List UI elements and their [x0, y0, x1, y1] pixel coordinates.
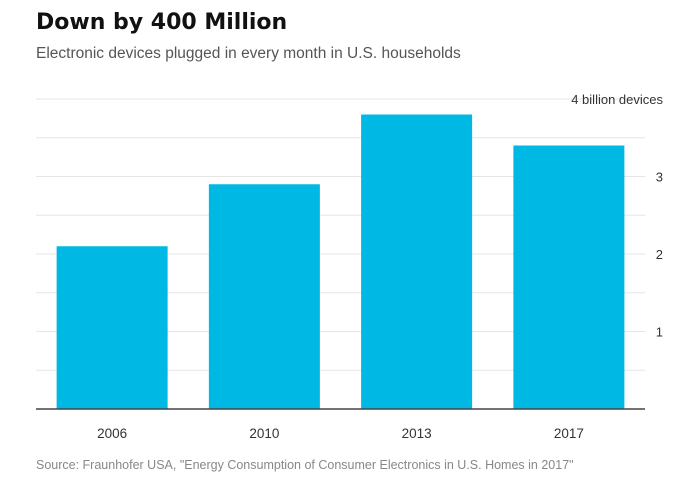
x-tick-label: 2010 — [249, 426, 279, 441]
source-note: Source: Fraunhofer USA, "Energy Consumpt… — [36, 458, 574, 472]
x-tick-label: 2006 — [97, 426, 127, 441]
x-tick-label: 2013 — [402, 426, 432, 441]
bar-2013 — [361, 114, 473, 409]
bar-2017 — [513, 145, 625, 409]
y-tick-label: 4 billion devices — [571, 92, 663, 107]
x-tick-label: 2017 — [554, 426, 584, 441]
y-tick-label: 2 — [656, 247, 663, 262]
chart-title: Down by 400 Million — [36, 10, 288, 35]
y-tick-label: 1 — [656, 325, 663, 340]
y-tick-label: 3 — [656, 170, 663, 185]
bar-2010 — [208, 184, 320, 409]
bar-2006 — [56, 246, 168, 409]
chart-subtitle: Electronic devices plugged in every mont… — [36, 45, 461, 62]
